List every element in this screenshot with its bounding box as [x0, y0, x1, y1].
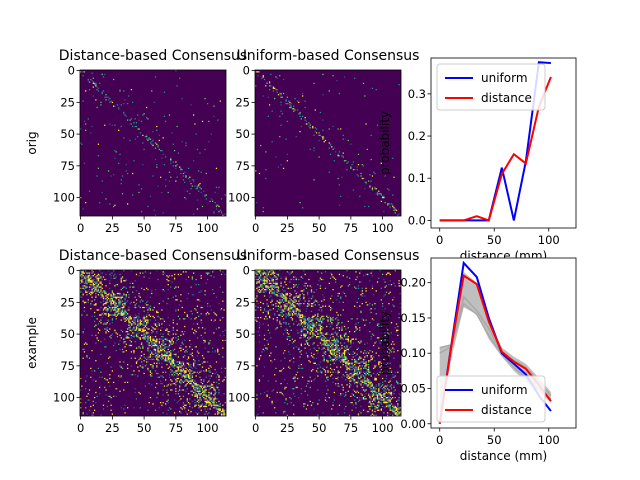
y-tick-label: 0.00 [400, 417, 426, 431]
y-tick-label: 100 [228, 191, 250, 205]
y-tick-label: 75 [60, 159, 75, 173]
x-tick-label: 50 [312, 221, 327, 235]
heatmap-frame [79, 269, 227, 417]
y-tick-label: 75 [235, 159, 250, 173]
y-axis-label: probability [378, 111, 392, 175]
plot-frame [430, 257, 577, 429]
heatmap-title: Distance-based Consensus [59, 48, 247, 64]
y-tick-label: 50 [60, 327, 75, 341]
y-tick-label: 50 [235, 327, 250, 341]
y-tick-label: 0 [68, 264, 75, 278]
y-tick-label: 50 [235, 127, 250, 141]
heatmap-background [255, 270, 401, 416]
heatmap-title: Uniform-based Consensus [237, 48, 420, 64]
heatmap-cells [254, 270, 401, 416]
y-tick-label: 100 [53, 191, 75, 205]
heatmap-1-0: 0 0 25 25 50 50 75 75 100 100 Distance-based Conse… [53, 248, 247, 435]
y-tick-label: 25 [235, 95, 250, 109]
heatmap-background [80, 70, 226, 216]
x-tick-label: 25 [280, 221, 295, 235]
y-tick-label: 75 [60, 359, 75, 373]
heatmap-cells [254, 71, 398, 211]
reference-line [439, 295, 552, 397]
heatmap-frame [254, 269, 402, 417]
heatmap-1-1: 0 0 25 25 50 50 75 75 100 100 Uniform-based Consen… [228, 248, 419, 435]
row-label: orig [25, 131, 39, 154]
heatmap-background [255, 70, 401, 216]
x-tick-label: 25 [105, 421, 120, 435]
heatmap-cells [254, 270, 401, 416]
y-tick-label: 0.3 [408, 87, 426, 101]
legend-label-distance: distance [481, 403, 532, 417]
y-axis-label: probability [378, 311, 392, 375]
x-tick-label: 0 [436, 233, 443, 247]
y-tick-label: 0.05 [400, 381, 426, 395]
heatmap-title: Distance-based Consensus [59, 248, 247, 264]
y-tick-label: 25 [60, 295, 75, 309]
x-axis-label: distance (mm) [460, 449, 547, 463]
x-tick-label: 75 [344, 421, 359, 435]
x-tick-label: 50 [312, 421, 327, 435]
plot-frame [430, 57, 577, 229]
y-tick-label: 75 [235, 359, 250, 373]
x-tick-label: 100 [372, 221, 394, 235]
line-chart-1: 0 50 100 0.00 0.05 0.10 0.15 0.20 distance (mm) p… [378, 257, 577, 463]
x-tick-label: 0 [252, 421, 259, 435]
x-tick-label: 75 [169, 421, 184, 435]
y-tick-label: 0.10 [400, 346, 426, 360]
heatmap-cells [80, 270, 226, 416]
heatmap-frame [254, 69, 402, 217]
x-tick-label: 50 [137, 421, 152, 435]
y-tick-label: 0 [68, 64, 75, 78]
y-tick-label: 100 [228, 391, 250, 405]
x-tick-label: 50 [487, 433, 502, 447]
legend: uniform distance [436, 375, 546, 423]
x-tick-label: 25 [105, 221, 120, 235]
heatmap-cells [80, 270, 226, 416]
y-tick-label: 0.2 [408, 129, 426, 143]
heatmap-cells [82, 73, 225, 216]
x-tick-label: 0 [436, 433, 443, 447]
heatmap-frame [79, 69, 227, 217]
legend-label-distance: distance [481, 91, 532, 105]
heatmap-title: Uniform-based Consensus [237, 248, 420, 264]
y-tick-label: 0.1 [408, 171, 426, 185]
y-tick-label: 0.20 [400, 276, 426, 290]
y-tick-label: 0 [243, 264, 250, 278]
x-tick-label: 100 [197, 221, 219, 235]
x-tick-label: 0 [77, 421, 84, 435]
x-tick-label: 75 [169, 221, 184, 235]
y-tick-label: 100 [53, 391, 75, 405]
x-tick-label: 50 [487, 233, 502, 247]
x-tick-label: 100 [197, 421, 219, 435]
legend: uniform distance [436, 63, 546, 111]
x-tick-label: 100 [372, 421, 394, 435]
y-tick-label: 25 [235, 295, 250, 309]
legend-label-uniform: uniform [481, 71, 528, 85]
y-tick-label: 0.15 [400, 311, 426, 325]
series-line-distance [439, 76, 552, 222]
x-tick-label: 100 [538, 433, 560, 447]
y-tick-label: 0 [243, 64, 250, 78]
x-tick-label: 100 [538, 233, 560, 247]
y-tick-label: 50 [60, 127, 75, 141]
x-tick-label: 0 [252, 221, 259, 235]
y-tick-label: 0.0 [408, 213, 426, 227]
x-tick-label: 50 [137, 221, 152, 235]
y-tick-label: 25 [60, 95, 75, 109]
heatmap-0-0: 0 0 25 25 50 50 75 75 100 100 Distance-based Conse… [53, 48, 247, 235]
x-tick-label: 0 [77, 221, 84, 235]
x-tick-label: 25 [280, 421, 295, 435]
heatmap-0-1: 0 0 25 25 50 50 75 75 100 100 Uniform-based Consen… [228, 48, 419, 235]
x-tick-label: 75 [344, 221, 359, 235]
heatmap-cells [254, 71, 400, 211]
legend-label-uniform: uniform [481, 383, 528, 397]
row-label: example [25, 317, 39, 369]
